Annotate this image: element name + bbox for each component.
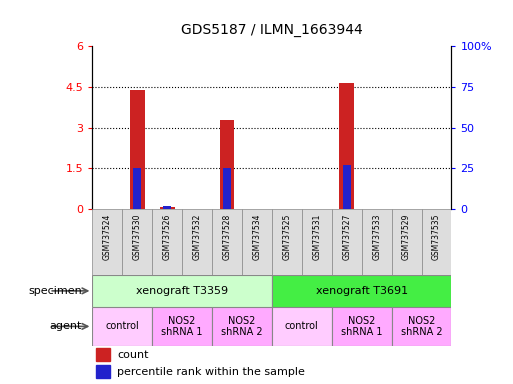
Bar: [92, 275, 272, 307]
Bar: [96, 348, 110, 361]
Bar: [133, 169, 142, 209]
Bar: [122, 209, 152, 275]
Bar: [92, 307, 152, 346]
Bar: [391, 209, 422, 275]
Bar: [343, 165, 351, 209]
Text: NOS2
shRNA 2: NOS2 shRNA 2: [401, 316, 442, 337]
Bar: [339, 83, 354, 209]
Bar: [362, 209, 391, 275]
Bar: [391, 307, 451, 346]
Bar: [160, 207, 174, 209]
Text: GSM737535: GSM737535: [432, 214, 441, 260]
Text: NOS2
shRNA 2: NOS2 shRNA 2: [221, 316, 263, 337]
Text: GSM737533: GSM737533: [372, 214, 381, 260]
Text: NOS2
shRNA 1: NOS2 shRNA 1: [341, 316, 382, 337]
Text: GSM737525: GSM737525: [282, 214, 291, 260]
Text: GSM737529: GSM737529: [402, 214, 411, 260]
Bar: [163, 206, 171, 209]
Bar: [96, 365, 110, 379]
Bar: [212, 209, 242, 275]
Text: GSM737532: GSM737532: [192, 214, 202, 260]
Text: GSM737527: GSM737527: [342, 214, 351, 260]
Bar: [332, 307, 391, 346]
Text: xenograft T3691: xenograft T3691: [315, 286, 408, 296]
Bar: [130, 89, 145, 209]
Text: GDS5187 / ILMN_1663944: GDS5187 / ILMN_1663944: [181, 23, 363, 37]
Bar: [223, 169, 231, 209]
Text: GSM737530: GSM737530: [133, 214, 142, 260]
Bar: [220, 119, 234, 209]
Text: GSM737528: GSM737528: [223, 214, 231, 260]
Text: percentile rank within the sample: percentile rank within the sample: [117, 367, 305, 377]
Text: control: control: [285, 321, 319, 331]
Bar: [242, 209, 272, 275]
Bar: [92, 209, 122, 275]
Text: GSM737526: GSM737526: [163, 214, 172, 260]
Bar: [182, 209, 212, 275]
Text: NOS2
shRNA 1: NOS2 shRNA 1: [162, 316, 203, 337]
Bar: [212, 307, 272, 346]
Bar: [422, 209, 451, 275]
Text: GSM737531: GSM737531: [312, 214, 321, 260]
Text: xenograft T3359: xenograft T3359: [136, 286, 228, 296]
Text: specimen: specimen: [28, 286, 82, 296]
Text: count: count: [117, 349, 149, 359]
Bar: [272, 275, 451, 307]
Bar: [302, 209, 332, 275]
Text: control: control: [105, 321, 139, 331]
Bar: [332, 209, 362, 275]
Text: agent: agent: [50, 321, 82, 331]
Bar: [272, 307, 332, 346]
Bar: [272, 209, 302, 275]
Bar: [152, 307, 212, 346]
Bar: [152, 209, 182, 275]
Text: GSM737534: GSM737534: [252, 214, 262, 260]
Text: GSM737524: GSM737524: [103, 214, 112, 260]
